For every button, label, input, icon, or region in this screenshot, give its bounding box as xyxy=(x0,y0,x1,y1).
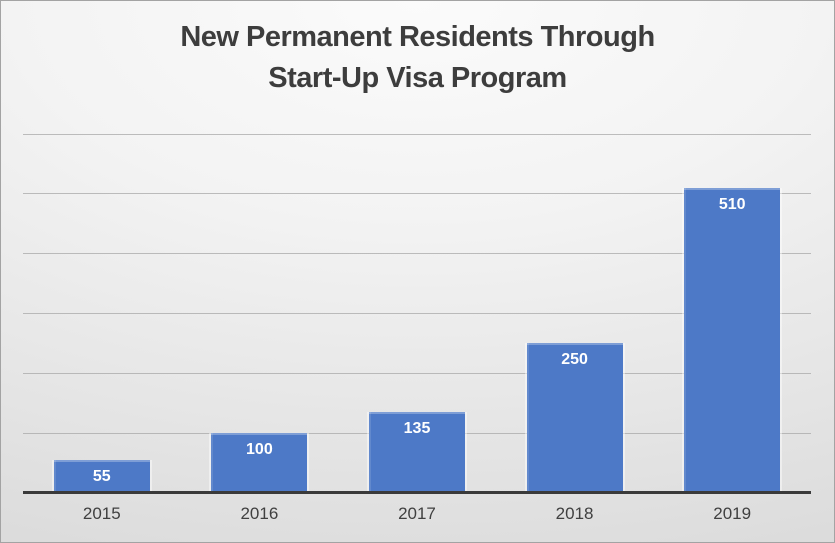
chart-title-line-1: New Permanent Residents Through xyxy=(180,21,655,53)
bar-value-label: 100 xyxy=(246,441,273,459)
bar-2017: 135 xyxy=(369,412,465,493)
x-axis-line xyxy=(23,491,811,494)
gridline-200 xyxy=(23,372,811,374)
chart-title: New Permanent Residents Through Start-Up… xyxy=(1,17,834,99)
gridline-400 xyxy=(23,253,811,255)
x-axis-label-2015: 2015 xyxy=(82,504,121,523)
x-axis-label-2018: 2018 xyxy=(555,504,594,523)
bar-value-label: 510 xyxy=(718,195,746,213)
bar-2016: 100 xyxy=(211,433,308,493)
x-axis-label-2017: 2017 xyxy=(398,504,436,523)
bar-2018: 250 xyxy=(526,343,623,493)
bar-2015: 55 xyxy=(53,460,150,493)
gridline-300 xyxy=(23,313,811,314)
bar-2019: 510 xyxy=(684,187,781,493)
x-axis-labels: 2015 2016 2017 2018 2019 xyxy=(23,504,811,530)
bar-value-label: 55 xyxy=(92,468,111,486)
x-axis-label-2016: 2016 xyxy=(240,504,279,523)
bar-value-label: 250 xyxy=(561,351,588,369)
gridline-500 xyxy=(23,193,811,195)
gridline-600 xyxy=(23,133,811,135)
chart-title-line-2: Start-Up Visa Program xyxy=(268,62,567,94)
x-axis-label-2019: 2019 xyxy=(713,504,752,523)
bar-value-label: 135 xyxy=(403,420,431,438)
plot-area: 55 100 135 250 510 xyxy=(23,133,811,494)
